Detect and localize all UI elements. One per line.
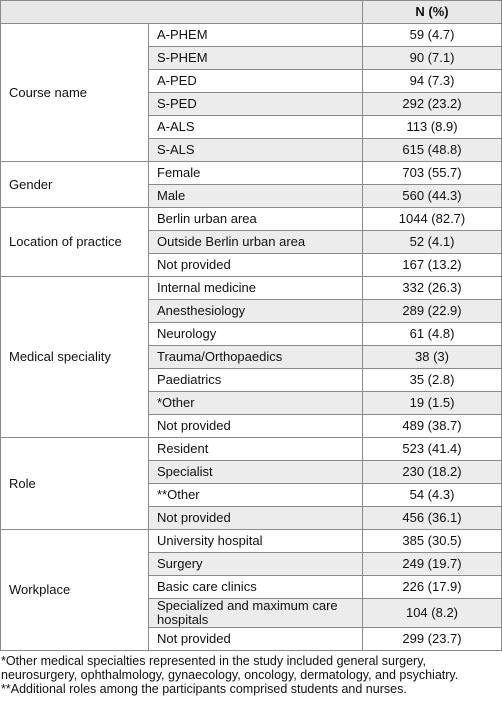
item-cell: Neurology: [148, 322, 363, 346]
count-cell: 52 (4.1): [362, 230, 502, 254]
count-cell: 292 (23.2): [362, 92, 502, 116]
table-row: A-PED 94 (7.3): [1, 69, 502, 93]
count-cell: 385 (30.5): [362, 529, 502, 553]
item-cell: S-PED: [148, 92, 363, 116]
table-row: Workplace University hospital 385 (30.5): [0, 529, 502, 651]
count-cell: 456 (36.1): [362, 506, 502, 530]
item-cell: Paediatrics: [148, 368, 363, 392]
group-label: Role: [0, 437, 149, 530]
table-row: Gender Female 703 (55.7): [0, 161, 502, 208]
table-row: Not provided 299 (23.7): [1, 627, 502, 651]
table-row: Not provided 489 (38.7): [1, 414, 502, 438]
item-cell: Specialized and maximum care hospitals: [148, 598, 363, 628]
table-row: Neurology 61 (4.8): [1, 322, 502, 346]
item-cell: Internal medicine: [148, 276, 363, 300]
count-cell: 59 (4.7): [362, 23, 502, 47]
table-row: A-ALS 113 (8.9): [1, 115, 502, 139]
table-row: Paediatrics 35 (2.8): [1, 368, 502, 392]
count-cell: 615 (48.8): [362, 138, 502, 162]
item-cell: S-PHEM: [148, 46, 363, 70]
count-cell: 61 (4.8): [362, 322, 502, 346]
table-row: Not provided 167 (13.2): [1, 253, 502, 277]
count-cell: 523 (41.4): [362, 437, 502, 461]
item-cell: Anesthesiology: [148, 299, 363, 323]
footnotes: *Other medical specialties represented i…: [0, 651, 502, 696]
header-blank: [0, 0, 363, 24]
table-row: Role Resident 523 (41.4): [0, 437, 502, 530]
count-cell: 167 (13.2): [362, 253, 502, 277]
header-row: N (%): [0, 0, 502, 24]
table-row: Location of practice Berlin urban area 104…: [0, 207, 502, 277]
item-cell: University hospital: [148, 529, 363, 553]
count-cell: 489 (38.7): [362, 414, 502, 438]
group-label: Gender: [0, 161, 149, 208]
header-cell: N (%): [362, 0, 502, 24]
table-row: Basic care clinics 226 (17.9): [1, 575, 502, 599]
data-table: N (%) Course name A-PHEM 59 (4.7) S-PHEM 90 …: [0, 0, 502, 651]
count-cell: 560 (44.3): [362, 184, 502, 208]
item-cell: *Other: [148, 391, 363, 415]
group-label: Course name: [0, 23, 149, 162]
count-cell: 230 (18.2): [362, 460, 502, 484]
item-cell: S-ALS: [148, 138, 363, 162]
table-row: Specialized and maximum care hospitals 10…: [1, 598, 502, 628]
table-row: S-PHEM 90 (7.1): [1, 46, 502, 70]
count-cell: 90 (7.1): [362, 46, 502, 70]
item-cell: A-ALS: [148, 115, 363, 139]
item-cell: Trauma/Orthopaedics: [148, 345, 363, 369]
footnote: *Other medical specialties represented i…: [1, 654, 459, 682]
item-cell: Not provided: [148, 506, 363, 530]
item-cell: Surgery: [148, 552, 363, 576]
table-row: Surgery 249 (19.7): [1, 552, 502, 576]
count-cell: 94 (7.3): [362, 69, 502, 93]
count-cell: 703 (55.7): [362, 161, 502, 185]
count-cell: 299 (23.7): [362, 627, 502, 651]
item-cell: Berlin urban area: [148, 207, 363, 231]
table-row: S-PED 292 (23.2): [1, 92, 502, 116]
count-cell: 38 (3): [362, 345, 502, 369]
table-row: Outside Berlin urban area 52 (4.1): [1, 230, 502, 254]
count-cell: 19 (1.5): [362, 391, 502, 415]
count-cell: 113 (8.9): [362, 115, 502, 139]
count-cell: 332 (26.3): [362, 276, 502, 300]
item-cell: Resident: [148, 437, 363, 461]
item-cell: **Other: [148, 483, 363, 507]
table-row: Trauma/Orthopaedics 38 (3): [1, 345, 502, 369]
item-cell: Outside Berlin urban area: [148, 230, 363, 254]
item-cell: Male: [148, 184, 363, 208]
count-cell: 226 (17.9): [362, 575, 502, 599]
item-cell: Not provided: [148, 414, 363, 438]
group-label: Medical speciality: [0, 276, 149, 438]
item-cell: A-PHEM: [148, 23, 363, 47]
count-cell: 249 (19.7): [362, 552, 502, 576]
count-cell: 1044 (82.7): [362, 207, 502, 231]
count-cell: 289 (22.9): [362, 299, 502, 323]
group-label: Workplace: [0, 529, 149, 651]
table-row: Course name A-PHEM 59 (4.7): [0, 23, 502, 162]
item-cell: Specialist: [148, 460, 363, 484]
item-cell: Female: [148, 161, 363, 185]
item-cell: Basic care clinics: [148, 575, 363, 599]
count-cell: 104 (8.2): [362, 598, 502, 628]
group-label: Location of practice: [0, 207, 149, 277]
item-cell: Not provided: [148, 627, 363, 651]
footnote: **Additional roles among the participant…: [1, 682, 407, 696]
item-cell: A-PED: [148, 69, 363, 93]
table-row: Anesthesiology 289 (22.9): [1, 299, 502, 323]
table-row: S-ALS 615 (48.8): [1, 138, 502, 162]
count-cell: 35 (2.8): [362, 368, 502, 392]
count-cell: 54 (4.3): [362, 483, 502, 507]
table-row: Medical speciality Internal medicine 332 (…: [0, 276, 502, 438]
item-cell: Not provided: [148, 253, 363, 277]
